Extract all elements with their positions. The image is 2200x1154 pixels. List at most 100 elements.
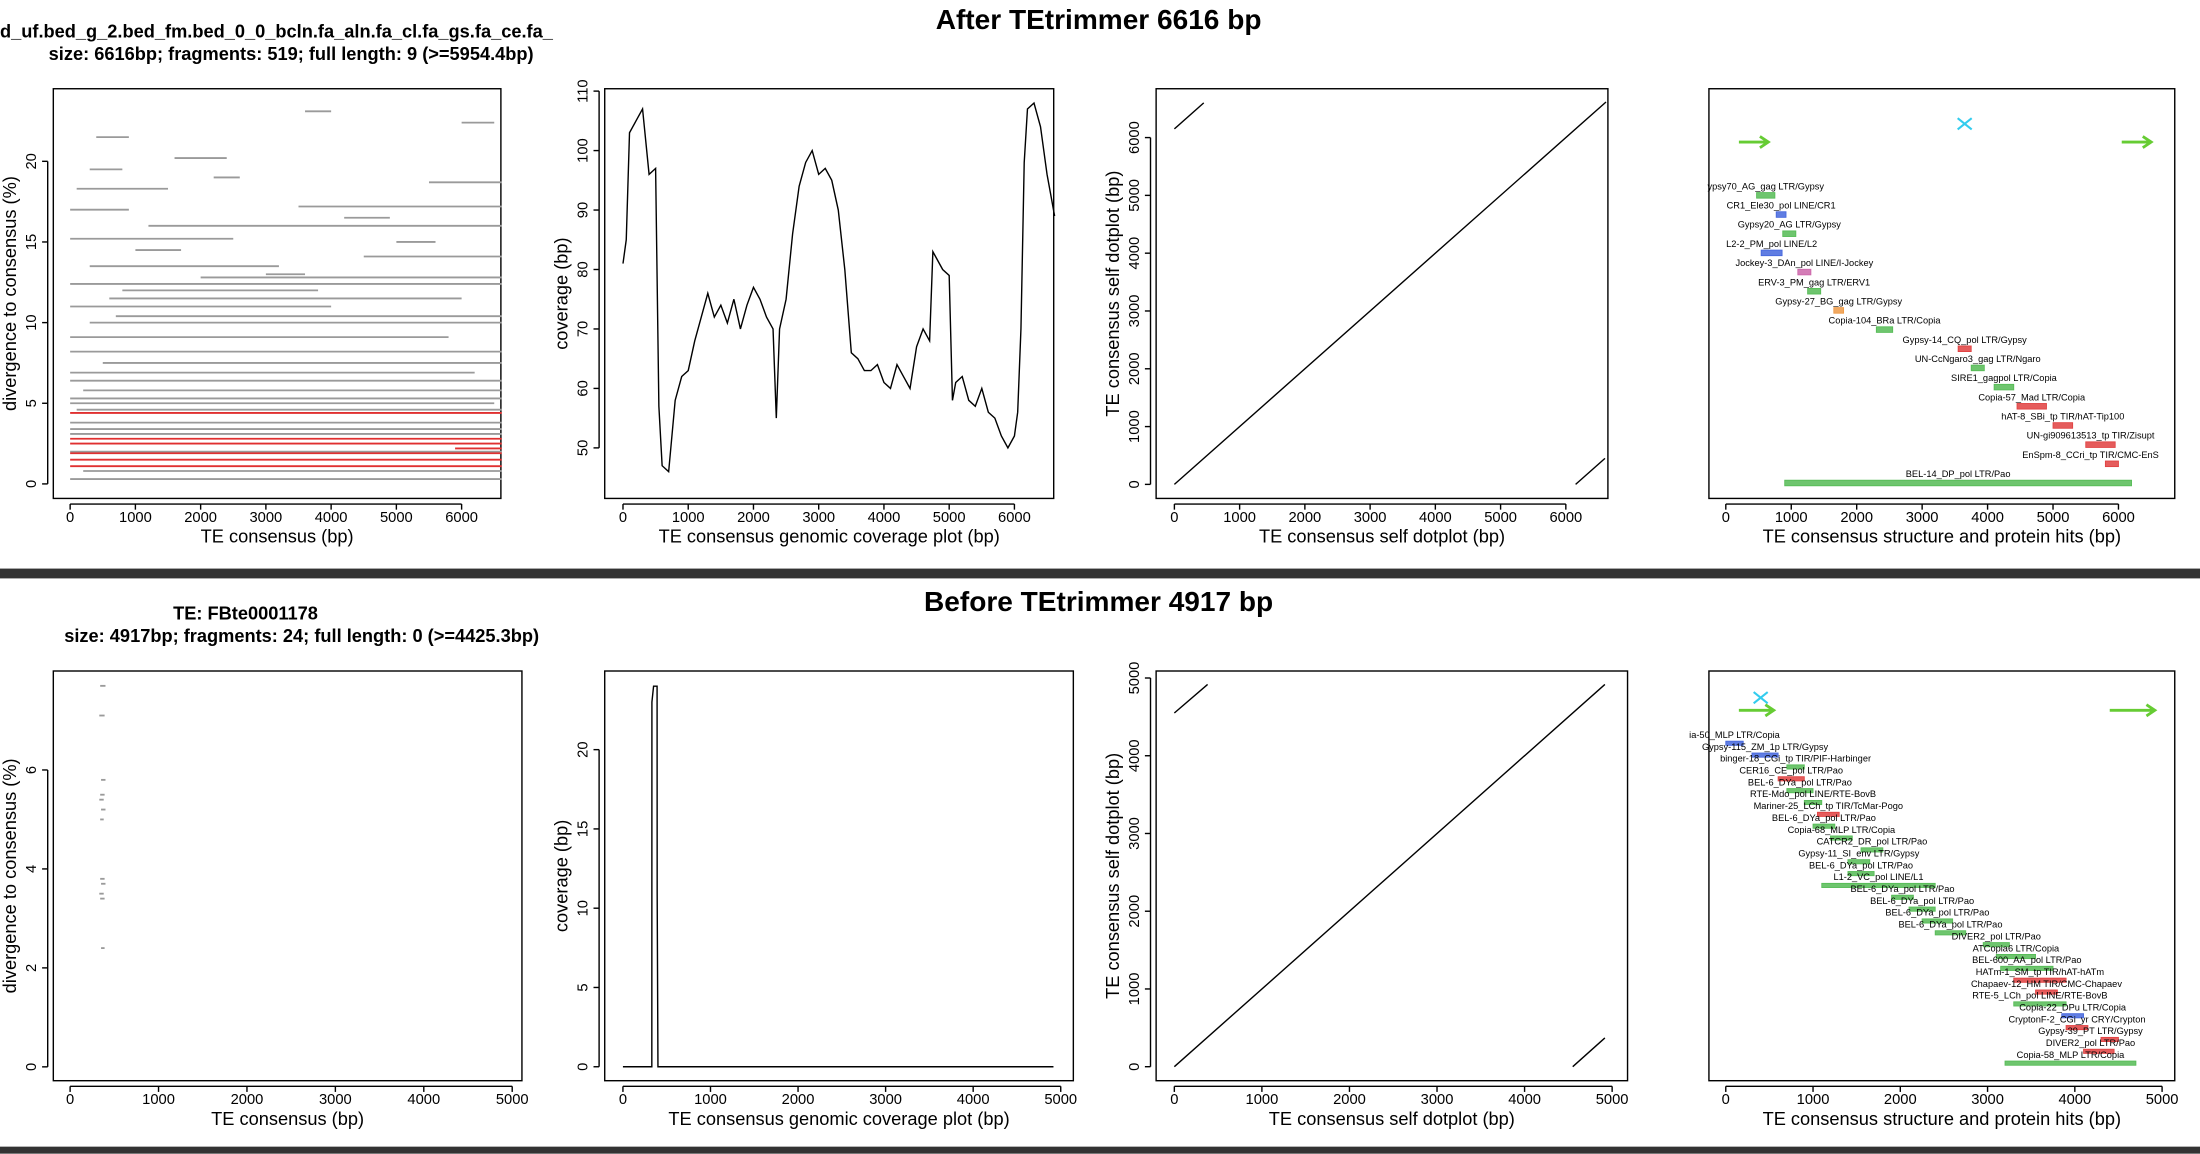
- dotplot-line: [1173, 101, 1607, 485]
- hit-label: BEL-6_DYa_pol LTR/Pao: [1885, 908, 1989, 918]
- plot-frame: [52, 670, 523, 1082]
- y-tick-label: 10: [576, 900, 592, 916]
- hit-label: Gypsy-14_CQ_pol LTR/Gypsy: [1903, 335, 2028, 345]
- hit-label: Mariner-25_LCh_tp TIR/TcMar-Pogo: [1754, 801, 1903, 811]
- y-tick-label: 15: [24, 234, 40, 250]
- hit-label: BEL-14_DP_pol LTR/Pao: [1906, 469, 2011, 479]
- hit-label: UN-gi909613513_tp TIR/Zisupt: [2027, 431, 2155, 441]
- x-tick-label: 4000: [2058, 1092, 2091, 1108]
- hit: [2013, 977, 2067, 983]
- hit-label: CryptonF-2_CGi_yr CRY/Crypton: [2008, 1014, 2145, 1024]
- hit-label: ia-50_MLP LTR/Copia: [1689, 730, 1781, 740]
- hit: [1782, 230, 1797, 237]
- x-tick-label: 6000: [998, 510, 1031, 526]
- y-axis-label: TE consensus self dotplot (bp): [1102, 753, 1123, 999]
- x-tick-label: 5000: [1596, 1092, 1629, 1108]
- x-tick-label: 5000: [380, 510, 413, 526]
- y-axis-label: TE consensus self dotplot (bp): [1102, 171, 1123, 417]
- hit: [1847, 859, 1871, 865]
- x-tick-label: 3000: [869, 1092, 902, 1108]
- x-tick-label: 4000: [1508, 1092, 1541, 1108]
- hit: [1797, 268, 1812, 276]
- x-tick-label: 4000: [1419, 510, 1452, 526]
- x-tick-label: 2000: [1333, 1092, 1366, 1108]
- hit: [1847, 871, 1875, 877]
- hit: [1908, 906, 1936, 912]
- y-axis-label: divergence to consensus (%): [0, 176, 20, 411]
- y-tick-label: 2000: [1127, 895, 1143, 928]
- x-tick-label: 2000: [1840, 510, 1873, 526]
- hit: [1995, 954, 2036, 960]
- x-tick-label: 2000: [737, 510, 770, 526]
- x-tick-label: 0: [1170, 510, 1178, 526]
- x-axis-label: TE consensus structure and protein hits …: [1763, 526, 2121, 547]
- panel: 0 1000 2000 3000 4000 5000 TE consensus genomi…: [550, 670, 1077, 1129]
- x-tick-label: 2000: [782, 1092, 815, 1108]
- x-tick-label: 3000: [319, 1092, 352, 1108]
- hit: [1860, 847, 1884, 853]
- marker: [1957, 117, 1973, 131]
- y-tick-label: 20: [576, 741, 592, 757]
- x-tick-label: 4000: [1971, 510, 2004, 526]
- hit: [1934, 930, 1967, 936]
- hit: [1803, 799, 1823, 806]
- y-tick-label: 0: [1127, 480, 1143, 488]
- hit: [2085, 441, 2116, 448]
- hit-label: Gypsy-27_BG_gag LTR/Gypsy: [1775, 296, 1902, 306]
- divider: [0, 568, 2200, 579]
- x-tick-label: 4000: [868, 510, 901, 526]
- hit: [1786, 788, 1814, 794]
- hit: [1982, 942, 2010, 948]
- y-tick-label: 6: [24, 766, 40, 774]
- hit-label: L1-2_VC_pol LINE/L1: [1833, 872, 1923, 882]
- dotplot-line: [1173, 102, 1205, 130]
- y-tick-label: 10: [24, 314, 40, 330]
- hit-label: EnSpm-8_CCri_tp TIR/CMC-EnS: [2022, 450, 2159, 460]
- x-axis-label: TE consensus structure and protein hits …: [1763, 1108, 2121, 1129]
- hit: [1807, 288, 1822, 295]
- x-axis-label: TE consensus (bp): [201, 526, 354, 547]
- section-title: After TEtrimmer 6616 bp: [936, 4, 1262, 35]
- dotplot-line: [1572, 1037, 1606, 1068]
- hit-label: RTE-5_LCh_pol LINE/RTE-BovB: [1972, 991, 2107, 1001]
- x-tick-label: 6000: [445, 510, 478, 526]
- x-axis-label: TE consensus genomic coverage plot (bp): [668, 1108, 1009, 1129]
- y-tick-label: 60: [576, 380, 592, 396]
- dotplot-line: [1173, 683, 1606, 1068]
- hit-label: Gypsy-115_ZM_1p LTR/Gypsy: [1702, 742, 1828, 752]
- y-tick-label: 4: [24, 865, 40, 873]
- coverage-line: [622, 101, 1056, 474]
- hit: [1775, 211, 1787, 218]
- y-tick-label: 20: [24, 153, 40, 169]
- hit: [2013, 1001, 2067, 1007]
- hit-label: L2-2_PM_pol LINE/L2: [1726, 239, 1817, 249]
- coverage-line: [622, 685, 1054, 1068]
- y-tick-label: 3000: [1127, 817, 1143, 850]
- orf-arrow: [2121, 135, 2154, 149]
- chart-title: TE: FBte0001178: [173, 603, 318, 624]
- hit-label: HATm-1_SM_tp TIR/hAT-hATm: [1976, 967, 2105, 977]
- y-tick-label: 1000: [1127, 973, 1143, 1006]
- y-axis-label: divergence to consensus (%): [0, 758, 20, 993]
- hit: [2061, 1013, 2084, 1019]
- plot-frame: [1708, 670, 2176, 1082]
- y-axis-label: coverage (bp): [550, 820, 571, 932]
- hit: [2083, 1048, 2115, 1054]
- hit-label: BEL-6_DYa_pol LTR/Pao: [1748, 777, 1852, 787]
- y-axis-label: coverage (bp): [550, 237, 571, 349]
- y-tick-label: 90: [576, 202, 592, 218]
- hit-label: DIVER2_pol LTR/Pao: [1952, 931, 2041, 941]
- hit-label: Gypsy-11_SI_env LTR/Gypsy: [1798, 848, 1919, 858]
- hit-label: Jockey-3_DAn_pol LINE/I-Jockey: [1735, 258, 1873, 268]
- panel: 0 1000 2000 3000 4000 5000 TE consensus self d…: [1102, 662, 1629, 1129]
- x-tick-label: 2000: [1884, 1092, 1917, 1108]
- x-tick-label: 1000: [1797, 1092, 1830, 1108]
- marker: [1753, 691, 1769, 705]
- hit: [1816, 811, 1840, 817]
- plot-frame: [1708, 88, 2176, 500]
- orf-arrow: [1738, 135, 1771, 149]
- x-tick-label: 3000: [1354, 510, 1387, 526]
